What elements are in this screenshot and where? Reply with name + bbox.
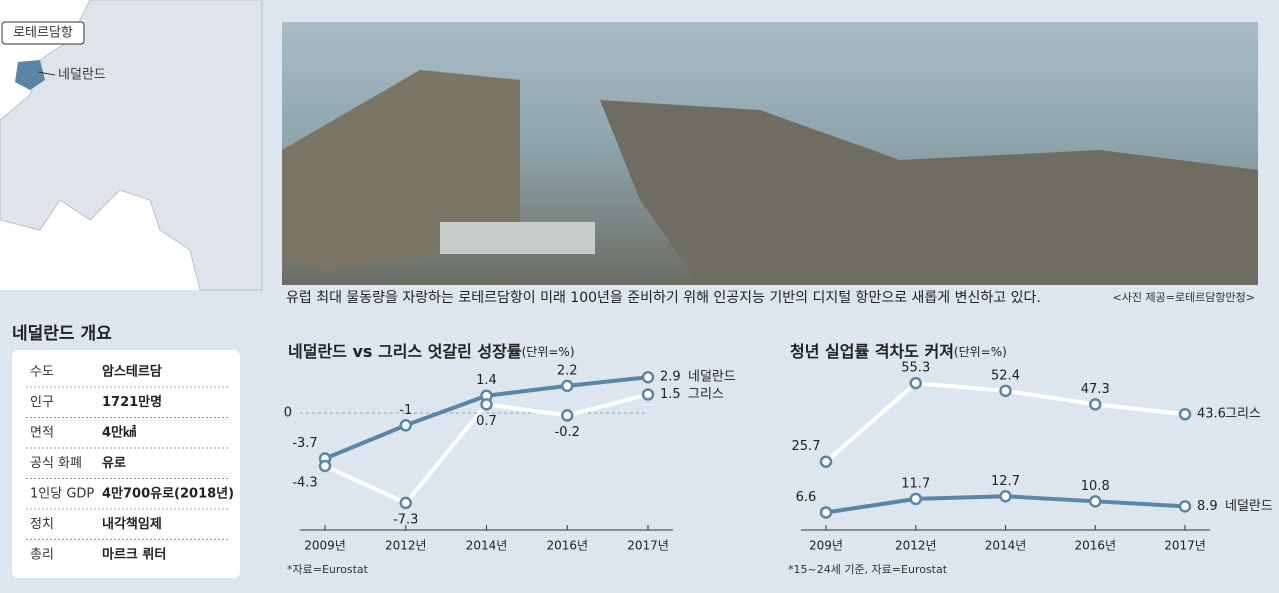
value-label: -3.7 bbox=[292, 436, 317, 451]
table-header-cell: 수도 bbox=[30, 365, 54, 380]
value-label: 1.5 bbox=[660, 387, 681, 402]
table-header-cell: 인구 bbox=[30, 395, 54, 410]
photo-credit: <사진 제공=로테르담항만청> bbox=[1113, 291, 1255, 304]
value-label: 47.3 bbox=[1081, 382, 1110, 397]
value-label: 6.6 bbox=[796, 490, 817, 505]
table-cell: 유로 bbox=[102, 456, 126, 471]
table-title: 네덜란드 개요 bbox=[12, 324, 112, 344]
chart-title-text: 네덜란드 vs 그리스 엇갈린 성장률 bbox=[288, 342, 522, 361]
photo-building bbox=[440, 222, 595, 254]
leader-line bbox=[37, 71, 56, 76]
table-cell: 1721만명 bbox=[102, 394, 162, 410]
series-label: 네덜란드 bbox=[688, 370, 736, 385]
table-cell: 내각책임제 bbox=[102, 516, 162, 532]
point bbox=[999, 384, 1012, 398]
x-tick-label: 2017년 bbox=[1164, 539, 1206, 553]
point bbox=[909, 376, 922, 390]
point bbox=[1089, 398, 1102, 411]
value-label: 2.9 bbox=[660, 370, 681, 385]
value-label: 25.7 bbox=[792, 439, 821, 454]
x-tick-label: 2017년 bbox=[627, 539, 669, 553]
x-tick-label: 2014년 bbox=[985, 539, 1027, 553]
point bbox=[480, 398, 493, 411]
table-header-cell: 면적 bbox=[30, 426, 54, 441]
chart-title: 청년 실업률 격차도 커져(단위=%) bbox=[790, 342, 1007, 361]
point bbox=[318, 459, 332, 473]
chart-note: *자료=Eurostat bbox=[287, 563, 369, 576]
point bbox=[399, 419, 412, 432]
x-tick-label: 2012년 bbox=[385, 539, 427, 553]
table-header-cell: 총리 bbox=[30, 548, 54, 563]
value-label: 2.2 bbox=[557, 363, 578, 378]
table-header-cell: 1인당 GDP bbox=[30, 487, 94, 502]
value-label: -7.3 bbox=[393, 512, 418, 527]
point bbox=[909, 492, 922, 506]
point bbox=[1089, 495, 1102, 508]
point bbox=[561, 379, 574, 393]
label-box bbox=[1, 21, 85, 45]
x-tick-label: 2016년 bbox=[1074, 539, 1116, 553]
value-label: 10.8 bbox=[1081, 479, 1110, 494]
chart-title: 네덜란드 vs 그리스 엇갈린 성장률(단위=%) bbox=[288, 342, 575, 361]
chart-unit: (단위=%) bbox=[522, 345, 575, 359]
map-label: 네덜란드 bbox=[58, 68, 106, 83]
series-label: 네덜란드 bbox=[1225, 499, 1273, 514]
point bbox=[819, 506, 833, 519]
value-label: -1 bbox=[399, 403, 412, 418]
value-label: 12.7 bbox=[991, 474, 1020, 489]
value-label: 0.7 bbox=[476, 414, 497, 429]
value-label: 52.4 bbox=[991, 368, 1020, 383]
photo-land bbox=[282, 70, 520, 270]
value-label: 55.3 bbox=[901, 361, 930, 376]
value-label: -4.3 bbox=[292, 475, 317, 490]
point bbox=[999, 490, 1012, 503]
series-label: 그리스 bbox=[688, 387, 724, 402]
line-series bbox=[324, 392, 649, 506]
chart-title-text: 청년 실업률 격차도 커져 bbox=[790, 342, 954, 361]
map-label: 로테르담항 bbox=[13, 26, 73, 41]
point bbox=[641, 388, 655, 401]
photo-caption: 유럽 최대 물동량을 자랑하는 로테르담항이 미래 100년을 준비하기 위해 … bbox=[286, 290, 1041, 306]
x-tick-label: 2009년 bbox=[304, 539, 346, 553]
value-label: 8.9 bbox=[1197, 499, 1218, 514]
x-tick-label: 209년 bbox=[809, 539, 843, 553]
series-label: 그리스 bbox=[1225, 407, 1261, 422]
map-land bbox=[0, 0, 263, 291]
table-cell: 4만㎢ bbox=[102, 425, 136, 441]
point bbox=[1178, 500, 1192, 513]
table-cell: 마르크 뤼터 bbox=[102, 547, 166, 563]
table-cell: 암스테르담 bbox=[102, 364, 162, 380]
point bbox=[561, 409, 574, 422]
point bbox=[1178, 407, 1192, 421]
photo bbox=[282, 22, 1258, 285]
table-cell: 4만700유로(2018년) bbox=[102, 486, 234, 502]
table-box bbox=[12, 350, 240, 578]
x-tick-label: 2012년 bbox=[895, 539, 937, 553]
value-label: -0.2 bbox=[555, 425, 580, 440]
value-label: 1.4 bbox=[476, 373, 497, 388]
map: 로테르담항 네덜란드 bbox=[0, 0, 263, 291]
photo-land bbox=[600, 100, 1258, 285]
x-tick-label: 2016년 bbox=[546, 539, 588, 553]
chart-unit: (단위=%) bbox=[954, 345, 1007, 359]
value-label: 11.7 bbox=[901, 476, 930, 491]
value-label: 43.6 bbox=[1197, 407, 1226, 422]
y-tick-label: 0 bbox=[284, 405, 292, 420]
point bbox=[641, 370, 655, 384]
chart-note: *15~24세 기준, 자료=Eurostat bbox=[788, 563, 948, 576]
point bbox=[819, 455, 833, 468]
netherlands-shape bbox=[15, 60, 45, 90]
table-header-cell: 정치 bbox=[30, 517, 54, 532]
point bbox=[399, 496, 412, 510]
table-header-cell: 공식 화폐 bbox=[30, 456, 82, 471]
x-tick-label: 2014년 bbox=[466, 539, 508, 553]
